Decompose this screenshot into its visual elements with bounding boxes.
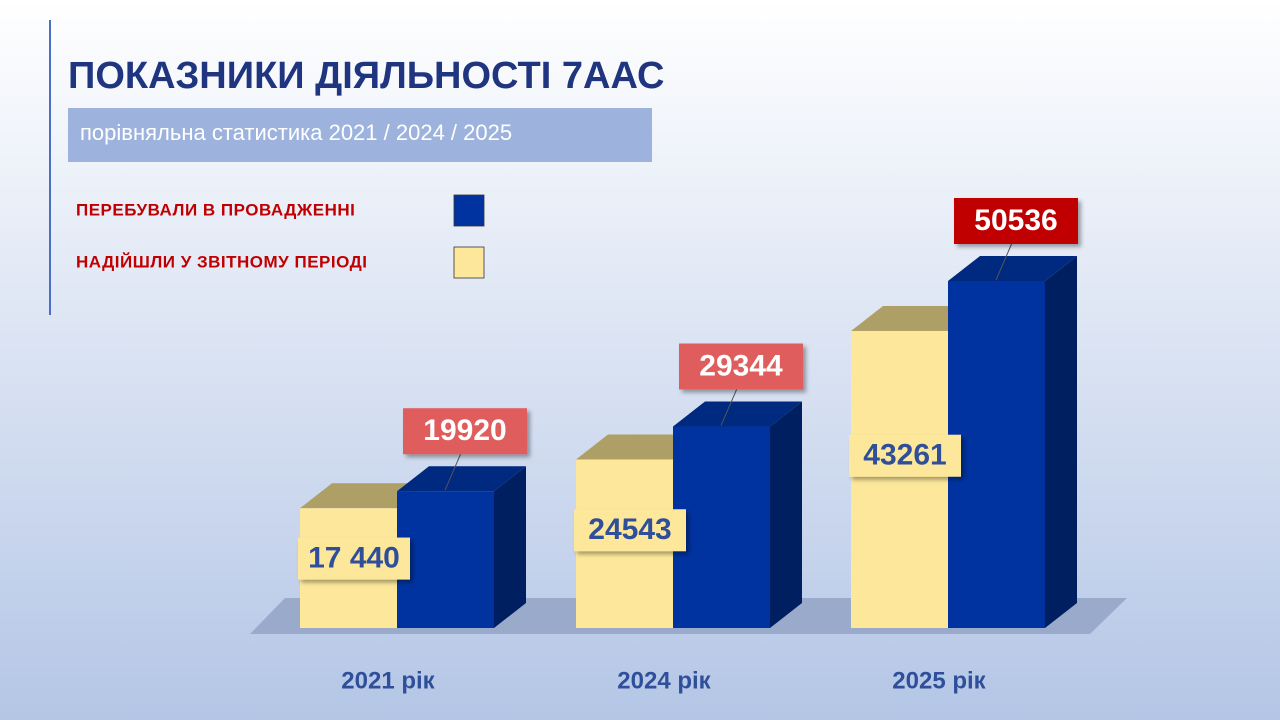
- bar-top: [948, 256, 1077, 281]
- value-label: 29344: [699, 349, 783, 382]
- bar-side: [770, 401, 802, 628]
- value-label-box: [954, 198, 1078, 244]
- bar: [673, 426, 770, 628]
- bar-top: [576, 434, 705, 460]
- bar-top: [673, 401, 802, 427]
- value-label: 19920: [423, 414, 506, 447]
- bar-side: [1045, 256, 1077, 628]
- value-label: 43261: [863, 439, 946, 472]
- value-label-box: [574, 509, 686, 552]
- value-label-box: [298, 537, 410, 580]
- plot: ПЕРЕБУВАЛИ В ПРОВАДЖЕННІ НАДІЙШЛИ У ЗВІТН…: [76, 194, 1078, 694]
- x-tick-label: 2025 рік: [892, 667, 986, 694]
- bar: [397, 491, 494, 628]
- leader-line: [995, 242, 1013, 281]
- value-label: 24543: [588, 513, 671, 546]
- bar: [851, 330, 948, 628]
- x-tick-label: 2021 рік: [341, 667, 435, 694]
- value-label: 17 440: [308, 541, 400, 574]
- leader-line: [720, 388, 738, 426]
- bar-top: [851, 305, 980, 331]
- bar-side: [494, 466, 526, 628]
- value-label-box: [679, 343, 803, 390]
- bar: [948, 281, 1045, 628]
- bar-top: [397, 466, 526, 492]
- legend-label: НАДІЙШЛИ У ЗВІТНОМУ ПЕРІОДІ: [76, 252, 367, 271]
- legend-label: ПЕРЕБУВАЛИ В ПРОВАДЖЕННІ: [76, 200, 355, 219]
- x-tick-label: 2024 рік: [617, 667, 711, 694]
- value-label-box: [403, 408, 527, 455]
- value-label-box: [849, 434, 961, 477]
- chart-title: ПОКАЗНИКИ ДІЯЛЬНОСТІ 7ААС: [68, 55, 664, 97]
- subtitle: порівняльна статистика 2021 / 2024 / 202…: [80, 120, 512, 145]
- leader-line: [444, 453, 462, 491]
- subtitle-box: [68, 108, 652, 162]
- legend-swatch: [453, 246, 485, 279]
- legend-swatch: [453, 194, 485, 227]
- value-label: 50536: [974, 204, 1057, 237]
- bar-top: [300, 483, 429, 509]
